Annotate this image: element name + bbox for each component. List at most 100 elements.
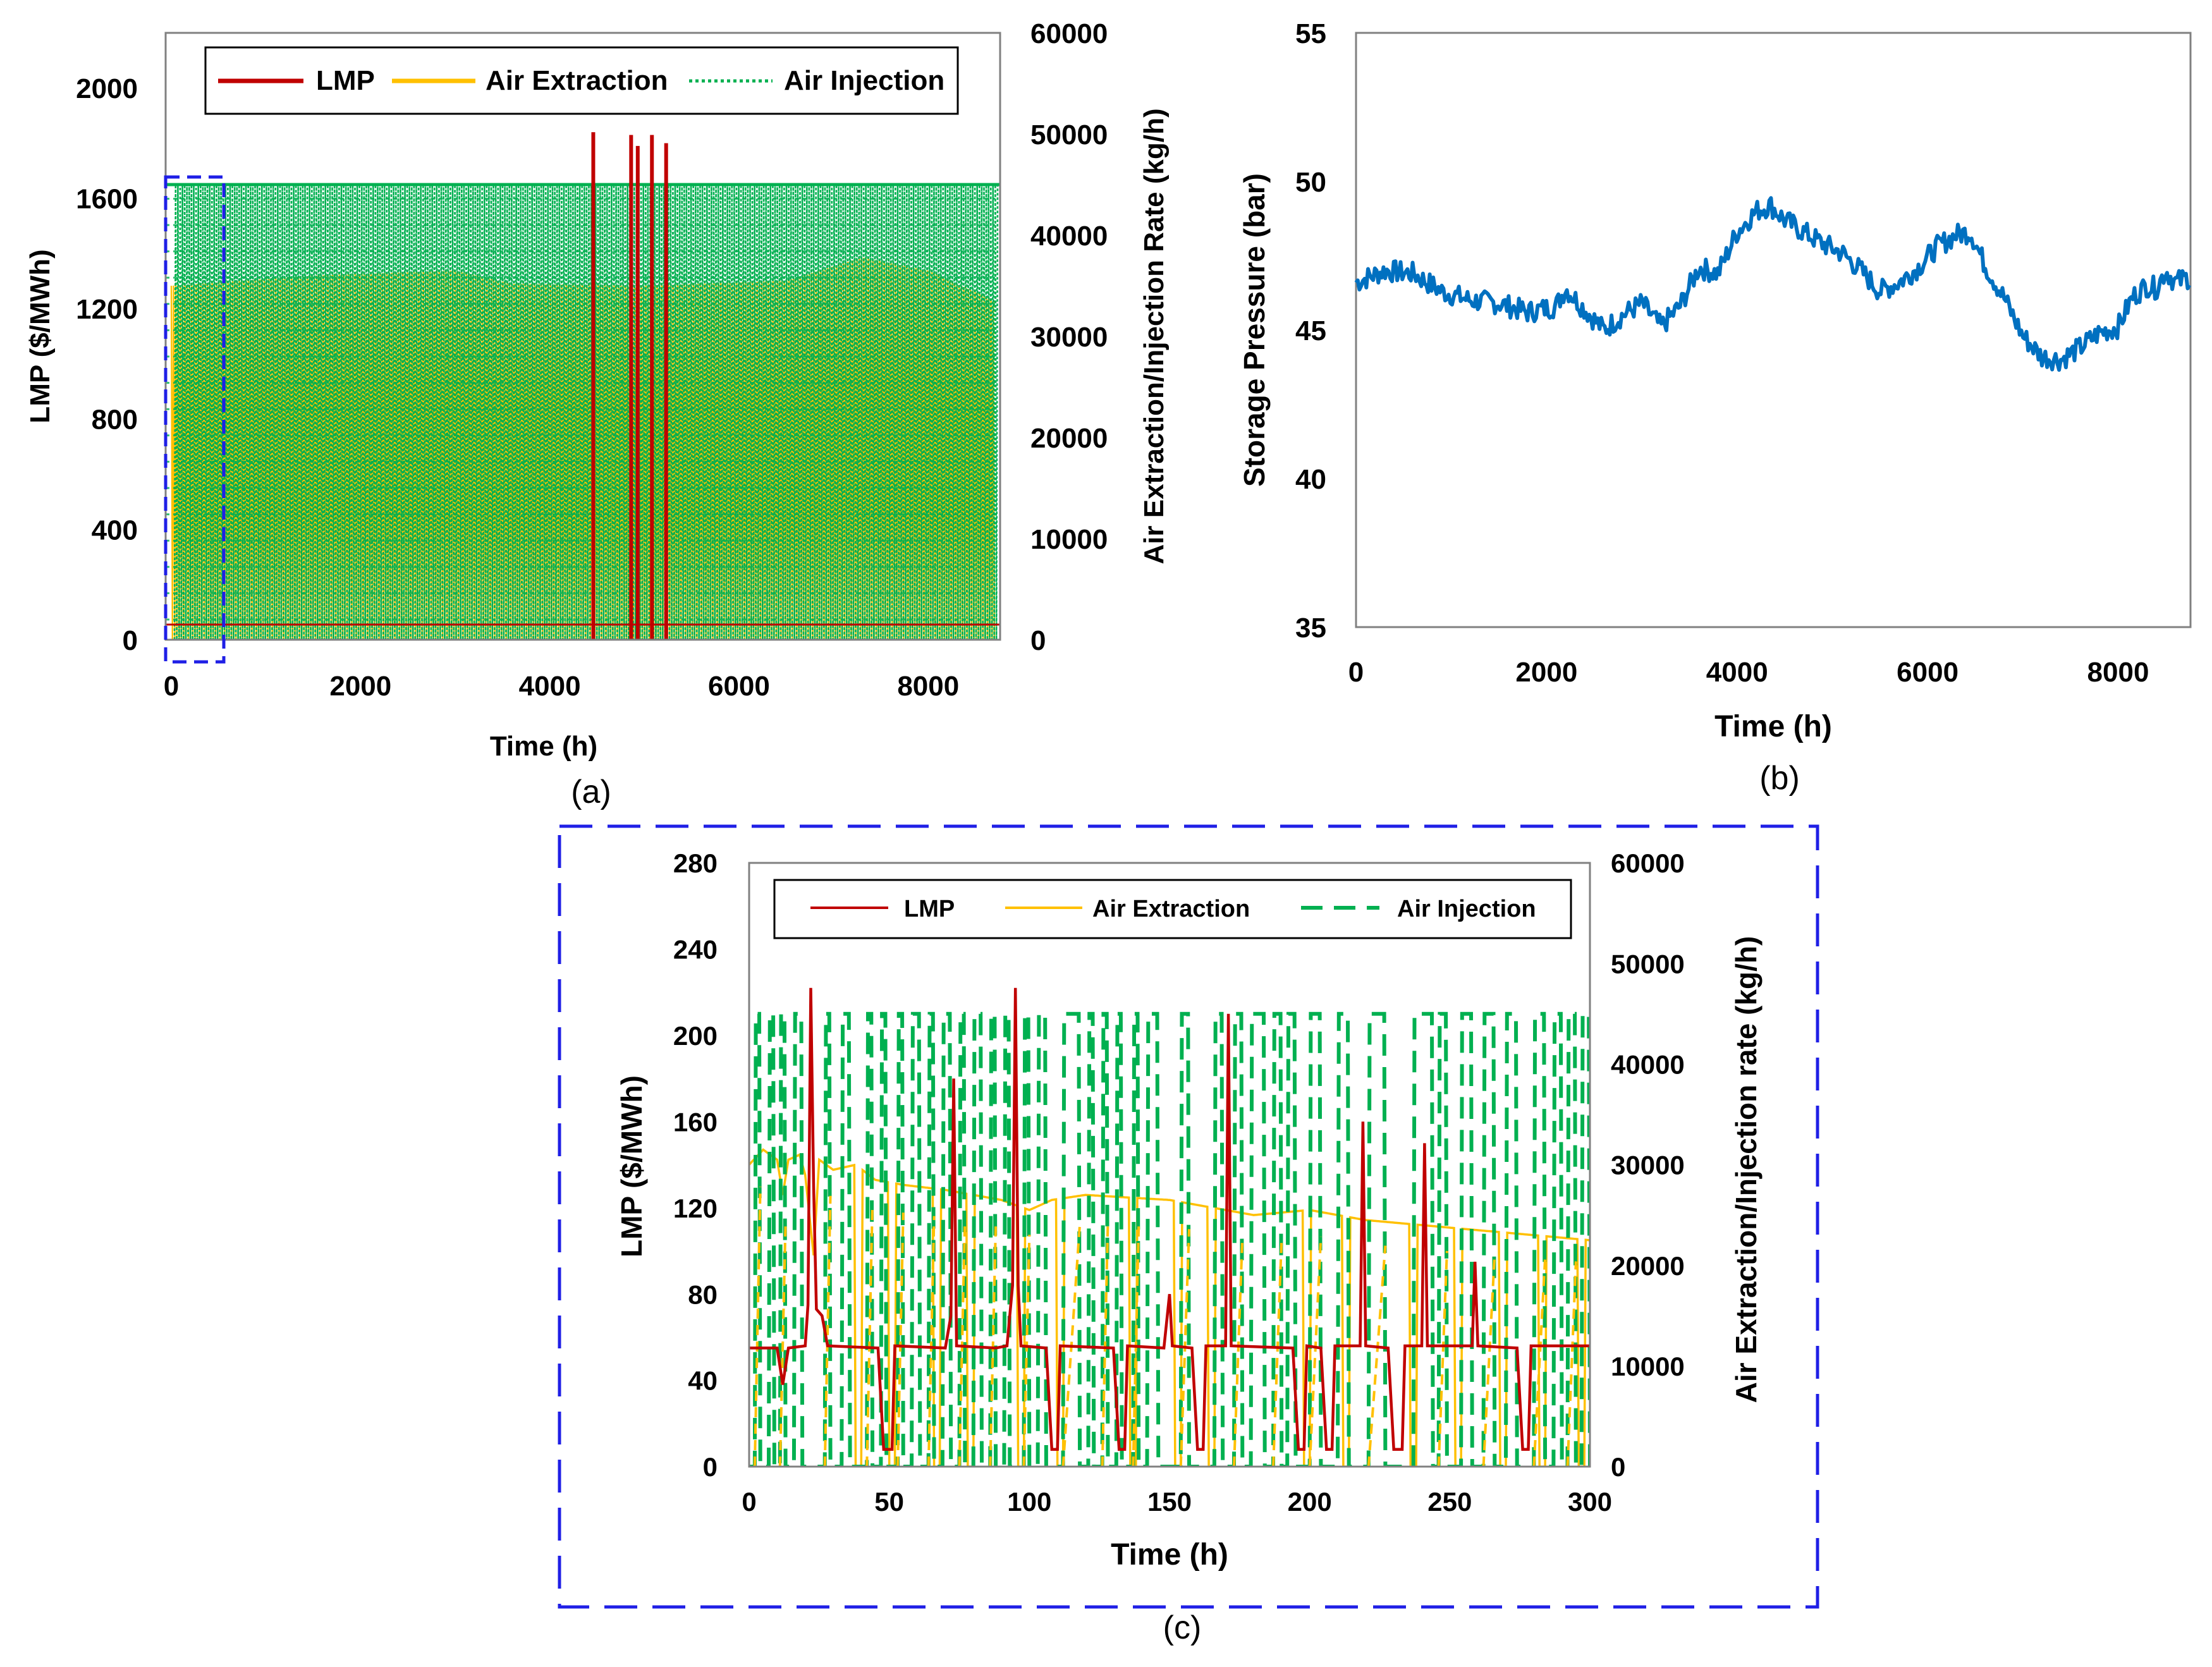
panel-c-ytick-160: 160 [673, 1107, 718, 1137]
panel-c-extraction-ramp [958, 1220, 967, 1467]
panel-b-xtick-2000: 2000 [1515, 657, 1577, 688]
panel-c-y2tick-40000: 40000 [1611, 1049, 1685, 1079]
panel-a-y-label: LMP ($/MWh) [25, 249, 56, 423]
panel-c-xtick-300: 300 [1568, 1487, 1612, 1517]
panel-c-caption: (c) [1163, 1609, 1202, 1646]
panel-c-xtick-0: 0 [742, 1487, 756, 1517]
panel-c-y2-label: Air Extraction/Injection rate (kg/h) [1730, 936, 1763, 1403]
panel-c-xtick-250: 250 [1427, 1487, 1472, 1517]
panel-c-extraction-ramp [1566, 1261, 1577, 1467]
panel-b-ytick-50: 50 [1295, 167, 1326, 198]
panel-c-extraction-ramp [1482, 1254, 1496, 1467]
panel-c-y2tick-30000: 30000 [1611, 1151, 1685, 1180]
panel-a-ytick-800: 800 [92, 405, 138, 436]
panel-c-legend-box [773, 879, 1572, 939]
panel-c-y2tick-0: 0 [1611, 1452, 1625, 1482]
panel-c-ytick-0: 0 [703, 1452, 718, 1482]
panel-a-ytick-1600: 1600 [76, 184, 138, 215]
panel-c-injection-series [749, 1011, 1590, 1467]
panel-c-ticks: 0 40 80 120 160 200 240 280 0 10000 20000 30000 4000… [673, 848, 1685, 1517]
panel-c-plot-frame [748, 862, 1591, 1468]
panel-a-zoom-box [164, 175, 226, 664]
panel-a-ytick-1200: 1200 [76, 294, 138, 325]
panel-c-extraction-ramp [1437, 1250, 1448, 1467]
panel-a-y2tick-30000: 30000 [1030, 322, 1108, 353]
panel-a-ticks: 0400800120016002000010000200003000040000… [76, 18, 1108, 702]
panel-c-ytick-120: 120 [673, 1194, 718, 1223]
panel-c-extraction-ramp [1101, 1223, 1109, 1467]
panel-c-data [749, 987, 1590, 1467]
panel-c-extraction-ramp [778, 1222, 787, 1467]
panel-b-x-label: Time (h) [1714, 710, 1832, 743]
panel-a-xtick-8000: 8000 [897, 671, 959, 702]
panel-c-extraction-ramp [896, 1212, 905, 1467]
panel-c-xtick-50: 50 [874, 1487, 904, 1517]
panel-c-zoom-frame [558, 824, 1819, 1609]
panel-a-x-label: Time (h) [490, 731, 597, 762]
panel-a-xtick-0: 0 [164, 671, 179, 702]
legend-extraction-label: Air Extraction [486, 65, 668, 96]
panel-c-y2tick-50000: 50000 [1611, 949, 1685, 979]
panel-c-y2tick-10000: 10000 [1611, 1352, 1685, 1381]
panel-c-extraction-ramp [1532, 1259, 1547, 1467]
panel-c-y-label: LMP ($/MWh) [615, 1075, 648, 1257]
panel-a-y2tick-20000: 20000 [1030, 423, 1108, 454]
panel-b-caption: (b) [1759, 760, 1800, 797]
panel-c-extraction-ramp [1272, 1238, 1283, 1467]
panel-a-ytick-400: 400 [92, 515, 138, 546]
panel-b-xtick-6000: 6000 [1897, 657, 1958, 688]
panel-a-ytick-0: 0 [123, 625, 138, 656]
panel-a-ytick-2000: 2000 [76, 73, 138, 104]
panel-a-legend: LMP Air Extraction Air Injection [204, 46, 959, 115]
panel-c-lmp-series [749, 987, 1590, 1451]
panel-c-x-label: Time (h) [1111, 1538, 1228, 1572]
panel-c-ytick-200: 200 [673, 1021, 718, 1051]
panel-c-extraction-ramp [1308, 1237, 1323, 1467]
legend-c-lmp-label: LMP [904, 896, 955, 922]
panel-b-xtick-4000: 4000 [1706, 657, 1768, 688]
panel-c-extraction-ramp [823, 1195, 832, 1467]
panel-b-plot-frame [1355, 32, 2192, 628]
panel-c: 0 40 80 120 160 200 240 280 0 10000 20000 30000 4000… [558, 824, 1819, 1646]
panel-a-legend-box [204, 46, 959, 115]
panel-a-xtick-6000: 6000 [708, 671, 770, 702]
legend-c-extraction-label: Air Extraction [1092, 896, 1250, 922]
panel-a-y2tick-50000: 50000 [1030, 119, 1108, 150]
panel-c-legend: LMP Air Extraction Air Injection [773, 879, 1572, 939]
panel-a-xtick-2000: 2000 [329, 671, 391, 702]
panel-c-extraction-ramp [1022, 1235, 1031, 1467]
panel-b-ticks: 35 40 45 50 55 0 2000 4000 6000 8000 [1295, 18, 2149, 688]
panel-c-extraction-ramp [989, 1225, 998, 1467]
panel-b-pressure-series [1354, 196, 2191, 372]
panel-a-y2-label: Air Extraction/Injection Rate (kg/h) [1139, 108, 1170, 564]
panel-b-ytick-55: 55 [1295, 18, 1326, 49]
panel-c-y2tick-20000: 20000 [1611, 1251, 1685, 1281]
panel-c-extraction-ramp [865, 1204, 874, 1467]
panel-b-xtick-0: 0 [1348, 657, 1364, 688]
panel-c-xtick-100: 100 [1007, 1487, 1051, 1517]
panel-c-extraction-series [749, 1148, 1590, 1467]
panel-a-xtick-4000: 4000 [519, 671, 581, 702]
panel-a-caption: (a) [571, 774, 611, 810]
panel-b-xtick-8000: 8000 [2087, 657, 2149, 688]
panel-c-xtick-150: 150 [1147, 1487, 1192, 1517]
panel-a-data [166, 132, 1000, 640]
panel-b-y-label: Storage Pressure (bar) [1238, 173, 1271, 487]
panel-b-ytick-45: 45 [1295, 315, 1326, 346]
panel-a-y2tick-10000: 10000 [1030, 524, 1108, 555]
panel-c-ytick-240: 240 [673, 935, 718, 965]
legend-lmp-label: LMP [316, 65, 375, 96]
panel-c-ytick-280: 280 [673, 848, 718, 878]
panel-a-y2tick-40000: 40000 [1030, 221, 1108, 252]
panel-c-extraction-ramp [1232, 1237, 1244, 1467]
panel-c-y2tick-60000: 60000 [1611, 848, 1685, 878]
legend-c-injection-label: Air Injection [1397, 896, 1536, 922]
panel-c-extraction-ramp [927, 1216, 936, 1467]
panel-a-y2tick-0: 0 [1030, 625, 1046, 656]
panel-c-ytick-80: 80 [688, 1279, 718, 1309]
panel-b: 35 40 45 50 55 0 2000 4000 6000 8000 Time (h) Sto… [1238, 18, 2192, 797]
panel-c-extraction-ramp [1367, 1245, 1387, 1467]
panel-b-ytick-35: 35 [1295, 613, 1326, 644]
panel-a: 0400800120016002000010000200003000040000… [25, 18, 1170, 810]
